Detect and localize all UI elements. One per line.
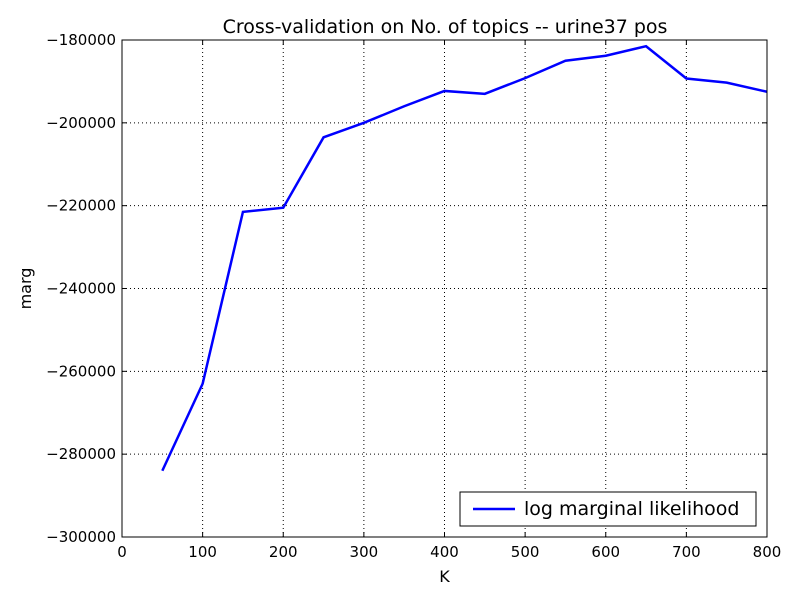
x-tick-label: 100 <box>188 543 217 561</box>
series-line-log-marginal-likelihood <box>161 44 768 472</box>
y-tick-label: −300000 <box>46 528 116 546</box>
y-tick-label: −180000 <box>46 31 116 49</box>
x-tick-label: 400 <box>430 543 459 561</box>
grid-layer <box>122 40 767 537</box>
x-tick-label: 0 <box>117 543 127 561</box>
series-layer <box>161 44 768 472</box>
legend-entry-label: log marginal likelihood <box>524 498 739 520</box>
x-tick-label: 200 <box>269 543 298 561</box>
x-tick-label: 700 <box>672 543 701 561</box>
x-tick-label: 300 <box>350 543 379 561</box>
x-tick-label: 500 <box>511 543 540 561</box>
legend: log marginal likelihood <box>459 491 757 527</box>
y-tick-label: −260000 <box>46 362 116 380</box>
y-tick-label: −220000 <box>46 197 116 215</box>
x-axis-label: K <box>439 567 450 586</box>
x-tick-label: 800 <box>753 543 782 561</box>
y-tick-label: −280000 <box>46 445 116 463</box>
y-tick-label: −200000 <box>46 114 116 132</box>
y-tick-label: −240000 <box>46 280 116 298</box>
x-tick-label: 600 <box>591 543 620 561</box>
tick-layer: 0 100 200 300 400 500 600 700 800 −300000 −280000 −… <box>46 31 781 561</box>
y-axis-label: marg <box>16 268 35 310</box>
chart-title: Cross-validation on No. of topics -- uri… <box>223 16 668 38</box>
